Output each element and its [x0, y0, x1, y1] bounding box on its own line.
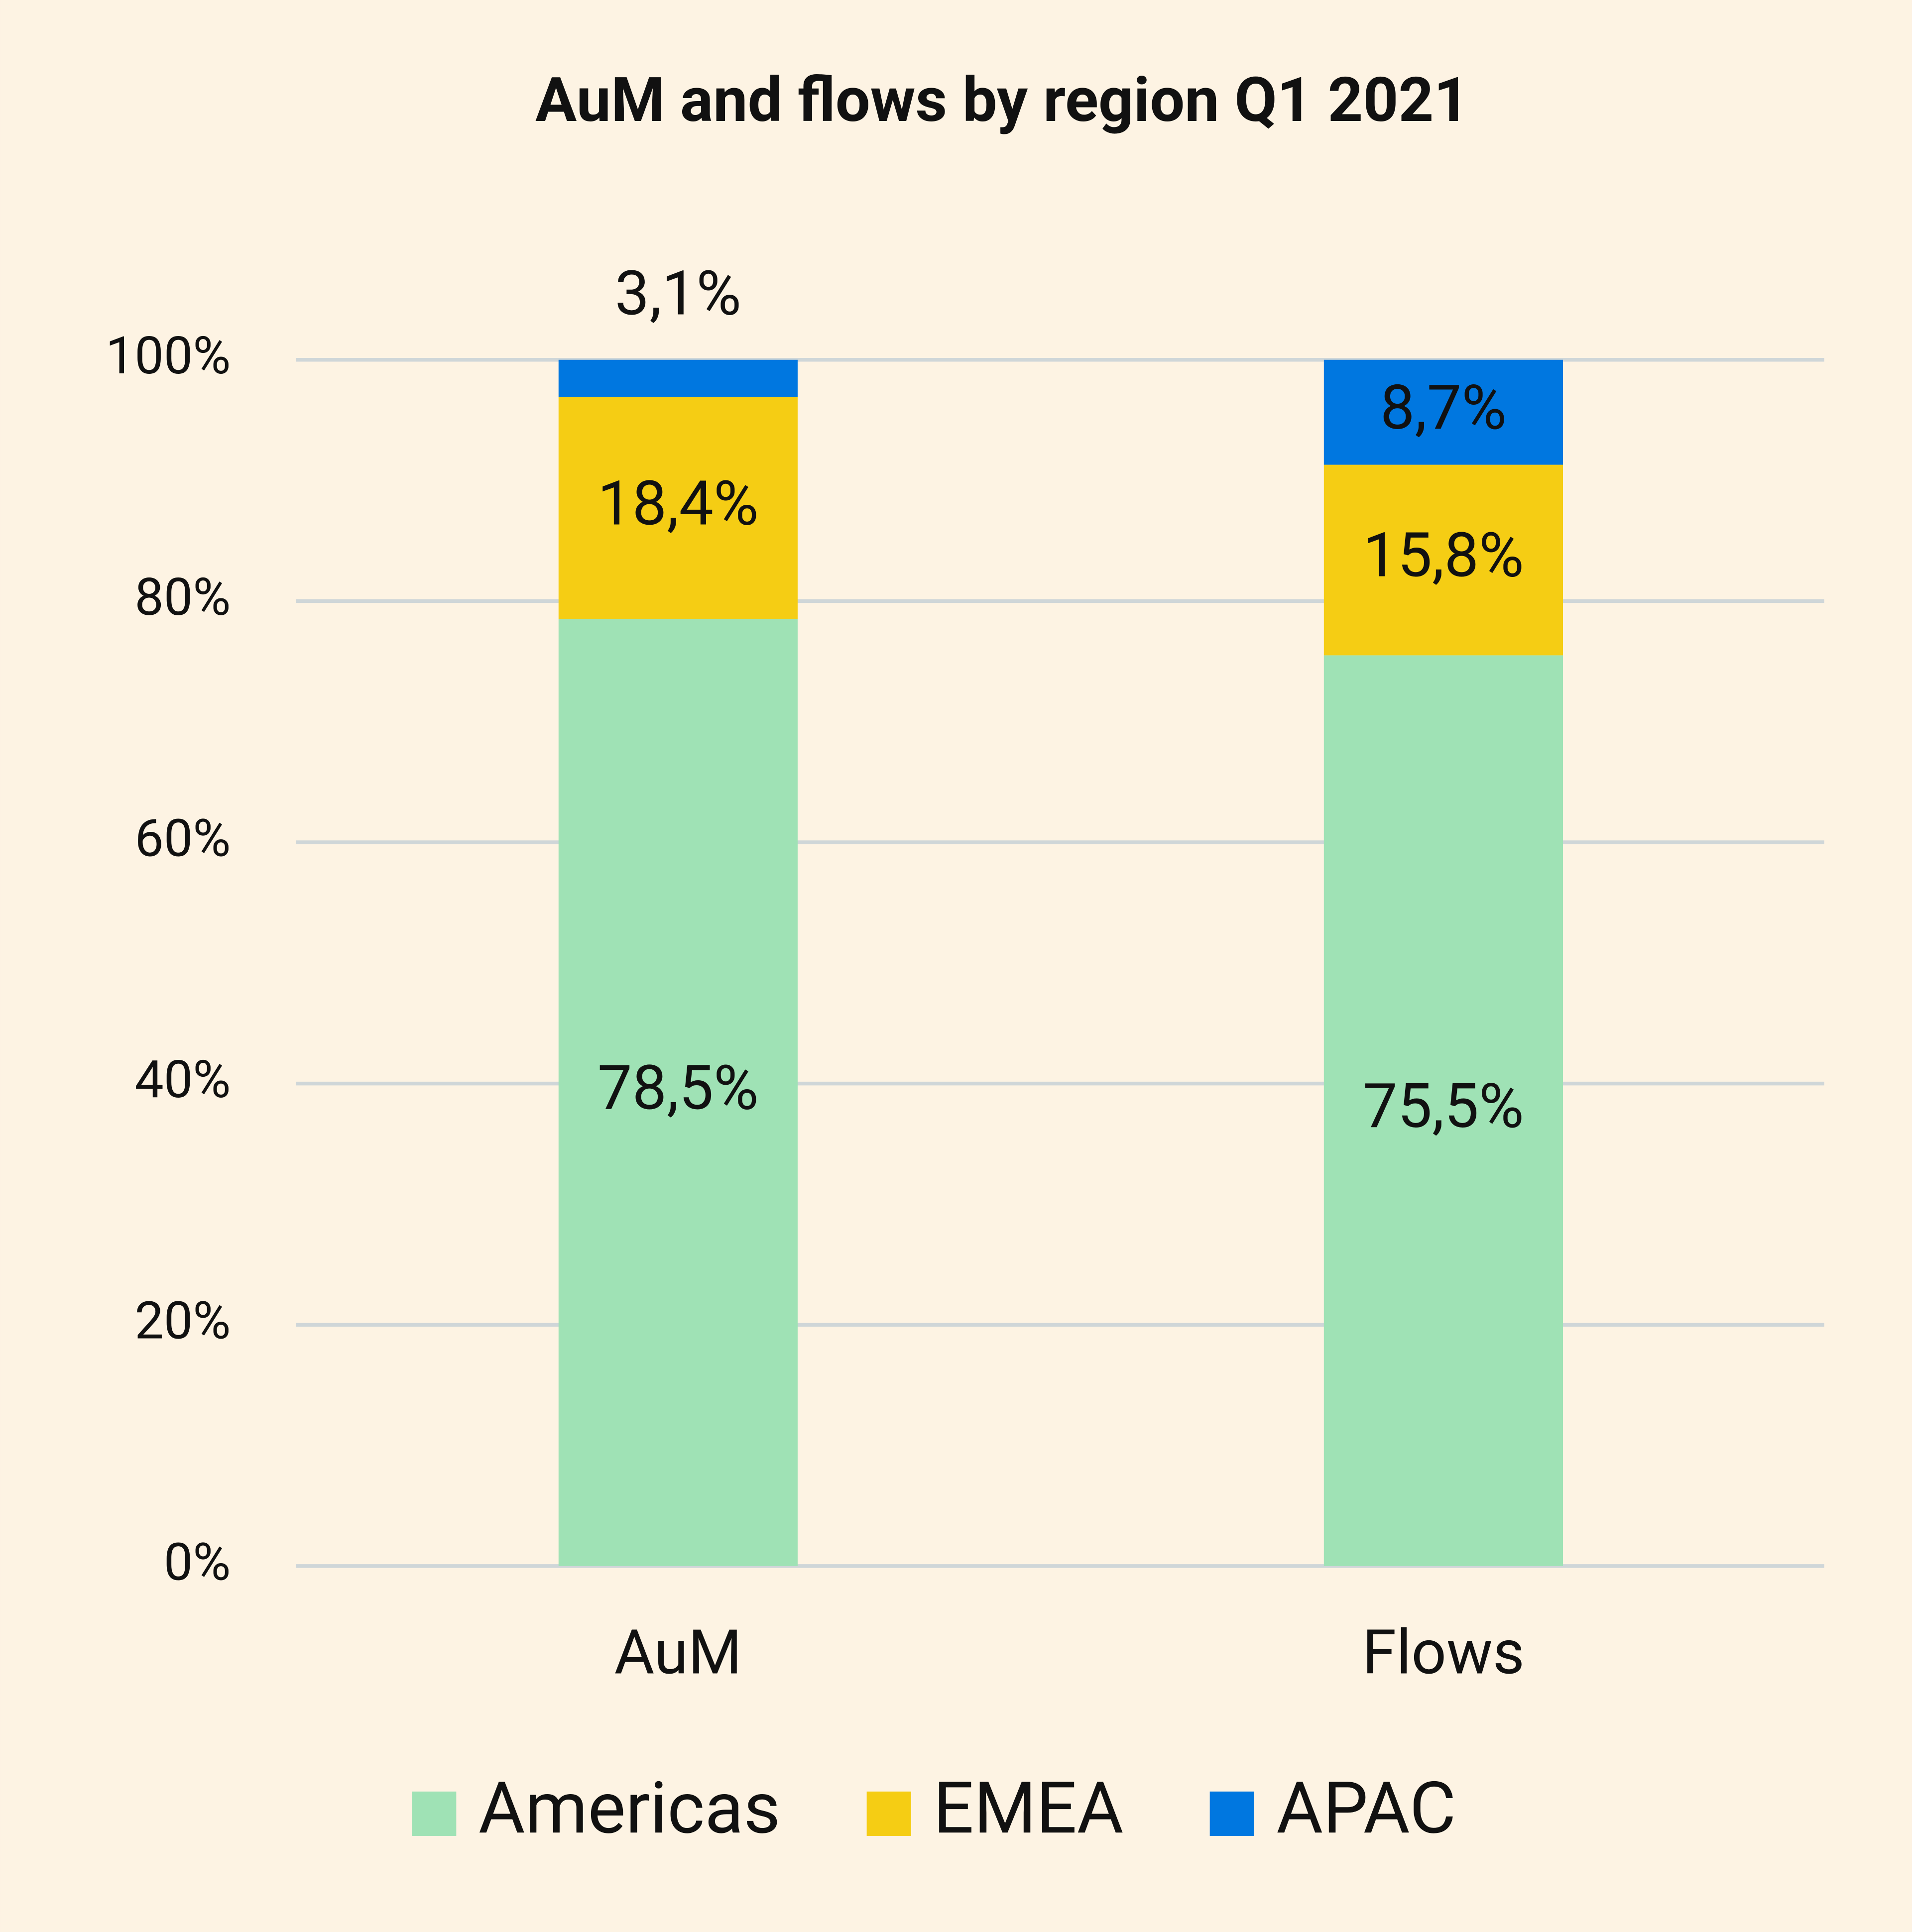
legend-label: APAC	[1276, 1767, 1456, 1850]
data-label: 78,5%	[598, 1052, 759, 1124]
bar-segment	[558, 397, 798, 619]
x-tick-label: Flows	[1362, 1617, 1525, 1689]
y-tick-label: 60%	[134, 808, 231, 869]
legend-swatch	[1209, 1791, 1254, 1836]
y-tick-label: 0%	[164, 1532, 231, 1592]
bar-segment	[558, 359, 798, 397]
legend-swatch	[866, 1791, 911, 1836]
data-label: 15,8%	[1363, 520, 1524, 592]
data-label: 3,1%	[615, 258, 741, 330]
legend-swatch	[412, 1791, 457, 1836]
x-tick-label: AuM	[614, 1617, 742, 1689]
legend-label: EMEA	[933, 1767, 1123, 1850]
y-tick-label: 20%	[134, 1291, 231, 1352]
bar-segment	[1323, 464, 1563, 656]
legend-label: Americas	[478, 1767, 780, 1850]
data-label: 8,7%	[1380, 372, 1507, 444]
bar-segment	[558, 619, 798, 1566]
data-label: 18,4%	[598, 467, 759, 540]
bar-segment	[1323, 655, 1563, 1566]
chart-title: AuM and flows by region Q1 2021	[535, 64, 1469, 136]
y-tick-label: 100%	[106, 326, 231, 386]
bar-segment	[1323, 359, 1563, 465]
data-label: 75,5%	[1363, 1070, 1524, 1142]
y-tick-label: 40%	[134, 1050, 231, 1110]
y-tick-label: 80%	[134, 568, 231, 628]
